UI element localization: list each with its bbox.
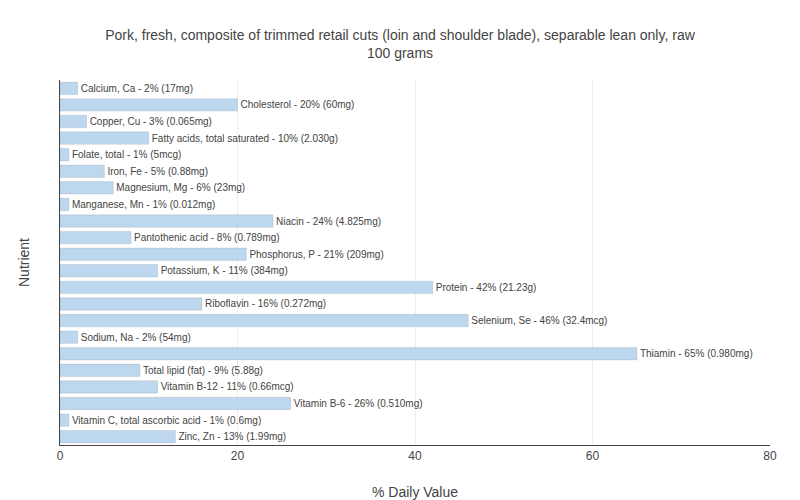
svg-text:Niacin - 24% (4.825mg): Niacin - 24% (4.825mg) — [276, 216, 381, 227]
svg-text:Protein - 42% (21.23g): Protein - 42% (21.23g) — [436, 282, 537, 293]
svg-text:Thiamin - 65% (0.980mg): Thiamin - 65% (0.980mg) — [640, 348, 753, 359]
svg-text:Vitamin B-6 - 26% (0.510mg): Vitamin B-6 - 26% (0.510mg) — [294, 398, 423, 409]
svg-text:Vitamin C, total ascorbic acid: Vitamin C, total ascorbic acid - 1% (0.6… — [72, 415, 261, 426]
svg-text:0: 0 — [57, 449, 64, 463]
svg-text:Pork, fresh, composite of trim: Pork, fresh, composite of trimmed retail… — [105, 27, 695, 61]
svg-text:Calcium, Ca - 2% (17mg): Calcium, Ca - 2% (17mg) — [81, 83, 193, 94]
svg-text:20: 20 — [231, 449, 245, 463]
svg-text:Copper, Cu - 3% (0.065mg): Copper, Cu - 3% (0.065mg) — [90, 116, 212, 127]
svg-text:Nutrient: Nutrient — [16, 238, 32, 287]
svg-text:Folate, total - 1% (5mcg): Folate, total - 1% (5mcg) — [72, 149, 181, 160]
svg-text:40: 40 — [408, 449, 422, 463]
svg-text:Zinc, Zn - 13% (1.99mg): Zinc, Zn - 13% (1.99mg) — [178, 431, 286, 442]
svg-text:Fatty acids, total saturated -: Fatty acids, total saturated - 10% (2.03… — [152, 133, 338, 144]
svg-text:Iron, Fe - 5% (0.88mg): Iron, Fe - 5% (0.88mg) — [107, 166, 208, 177]
svg-text:Riboflavin - 16% (0.272mg): Riboflavin - 16% (0.272mg) — [205, 298, 326, 309]
svg-text:Cholesterol - 20% (60mg): Cholesterol - 20% (60mg) — [241, 99, 355, 110]
svg-text:Total lipid (fat) - 9% (5.88g): Total lipid (fat) - 9% (5.88g) — [143, 365, 263, 376]
svg-text:80: 80 — [763, 449, 777, 463]
svg-text:Vitamin B-12 - 11% (0.66mcg): Vitamin B-12 - 11% (0.66mcg) — [161, 381, 294, 392]
svg-text:Phosphorus, P - 21% (209mg): Phosphorus, P - 21% (209mg) — [249, 249, 383, 260]
svg-text:% Daily Value: % Daily Value — [372, 484, 458, 500]
svg-text:Magnesium, Mg - 6% (23mg): Magnesium, Mg - 6% (23mg) — [116, 182, 245, 193]
svg-text:60: 60 — [586, 449, 600, 463]
svg-text:Potassium, K - 11% (384mg): Potassium, K - 11% (384mg) — [161, 265, 288, 276]
svg-text:Pantothenic acid - 8% (0.789mg: Pantothenic acid - 8% (0.789mg) — [134, 232, 280, 243]
svg-text:Selenium, Se - 46% (32.4mcg): Selenium, Se - 46% (32.4mcg) — [471, 315, 607, 326]
svg-text:Manganese, Mn - 1% (0.012mg): Manganese, Mn - 1% (0.012mg) — [72, 199, 215, 210]
svg-text:Sodium, Na - 2% (54mg): Sodium, Na - 2% (54mg) — [81, 332, 191, 343]
